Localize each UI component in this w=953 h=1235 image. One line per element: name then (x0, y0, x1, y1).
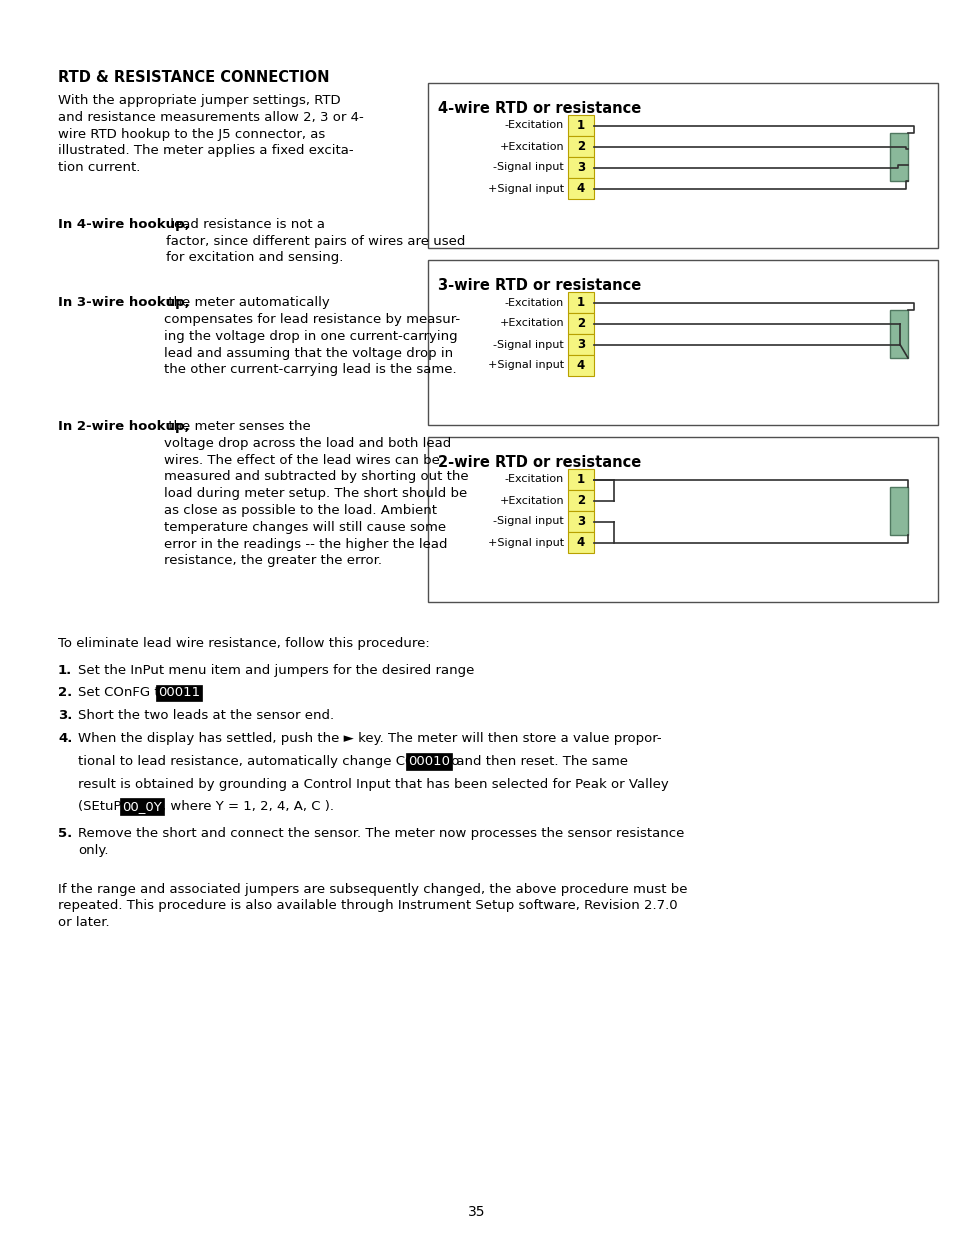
Bar (567, 157, 594, 178)
Bar (889, 133, 907, 182)
Bar (567, 291, 594, 312)
Text: 00010: 00010 (408, 755, 450, 768)
Text: 3: 3 (577, 161, 584, 174)
Text: lead resistance is not a
factor, since different pairs of wires are used
for exc: lead resistance is not a factor, since d… (166, 217, 465, 264)
Text: In 3-wire hookup,: In 3-wire hookup, (58, 296, 190, 309)
Bar (889, 487, 907, 535)
Text: 2.: 2. (58, 687, 72, 699)
Text: 2: 2 (577, 317, 584, 330)
Text: 2: 2 (577, 140, 584, 153)
Bar (428, 261, 937, 425)
Text: , where Y = 1, 2, 4, A, C ).: , where Y = 1, 2, 4, A, C ). (162, 800, 334, 814)
Text: -Signal input: -Signal input (493, 340, 563, 350)
Text: result is obtained by grounding a Control Input that has been selected for Peak : result is obtained by grounding a Contro… (78, 778, 668, 790)
Bar (567, 333, 594, 354)
Text: 3-wire RTD or resistance: 3-wire RTD or resistance (437, 278, 640, 293)
Text: -Excitation: -Excitation (504, 121, 563, 131)
Bar (428, 83, 937, 248)
Text: +Excitation: +Excitation (498, 319, 563, 329)
Text: -Excitation: -Excitation (504, 474, 563, 484)
Bar (428, 437, 937, 601)
Text: +Excitation: +Excitation (498, 495, 563, 505)
Text: With the appropriate jumper settings, RTD
and resistance measurements allow 2, 3: With the appropriate jumper settings, RT… (58, 94, 363, 174)
Text: In 2-wire hookup,: In 2-wire hookup, (58, 420, 190, 433)
Bar (567, 511, 594, 532)
Text: RTD & RESISTANCE CONNECTION: RTD & RESISTANCE CONNECTION (58, 70, 329, 85)
Text: .: . (198, 687, 202, 699)
Text: To eliminate lead wire resistance, follow this procedure:: To eliminate lead wire resistance, follo… (58, 637, 429, 650)
Bar (567, 490, 594, 511)
Text: tional to lead resistance, automatically change COnFG to: tional to lead resistance, automatically… (78, 755, 463, 768)
Bar (567, 178, 594, 199)
Text: 2: 2 (577, 494, 584, 508)
Text: 4: 4 (577, 182, 584, 195)
Bar (567, 115, 594, 136)
Text: If the range and associated jumpers are subsequently changed, the above procedur: If the range and associated jumpers are … (58, 883, 687, 929)
Text: 2-wire RTD or resistance: 2-wire RTD or resistance (437, 454, 640, 471)
Text: 4.: 4. (58, 732, 72, 745)
Bar (567, 354, 594, 375)
Bar (889, 310, 907, 358)
Text: the meter automatically
compensates for lead resistance by measur-
ing the volta: the meter automatically compensates for … (164, 296, 459, 377)
Text: the meter senses the
voltage drop across the load and both lead
wires. The effec: the meter senses the voltage drop across… (164, 420, 468, 567)
Text: -Signal input: -Signal input (493, 516, 563, 526)
Text: 1: 1 (577, 473, 584, 487)
Text: Set COnFG to: Set COnFG to (78, 687, 172, 699)
Bar (567, 469, 594, 490)
Text: 35: 35 (468, 1205, 485, 1219)
Text: 4: 4 (577, 359, 584, 372)
Text: 1.: 1. (58, 663, 72, 677)
Text: 1: 1 (577, 296, 584, 309)
Text: Set the InPut menu item and jumpers for the desired range: Set the InPut menu item and jumpers for … (78, 663, 474, 677)
Text: 3: 3 (577, 515, 584, 529)
Text: +Signal input: +Signal input (487, 537, 563, 547)
Text: , and then reset. The same: , and then reset. The same (448, 755, 627, 768)
Text: Remove the short and connect the sensor. The meter now processes the sensor resi: Remove the short and connect the sensor.… (78, 827, 683, 857)
Bar (567, 312, 594, 333)
Text: 00_0Y: 00_0Y (122, 800, 162, 814)
Text: -Excitation: -Excitation (504, 298, 563, 308)
Bar (567, 532, 594, 553)
Text: +Signal input: +Signal input (487, 361, 563, 370)
Text: 1: 1 (577, 119, 584, 132)
Text: (SEtuP: (SEtuP (78, 800, 126, 814)
Bar (567, 136, 594, 157)
Text: 4-wire RTD or resistance: 4-wire RTD or resistance (437, 101, 640, 116)
Text: In 4-wire hookup,: In 4-wire hookup, (58, 217, 190, 231)
Text: 3.: 3. (58, 709, 72, 722)
Text: 5.: 5. (58, 827, 72, 840)
Text: 3: 3 (577, 338, 584, 351)
Text: +Excitation: +Excitation (498, 142, 563, 152)
Text: -Signal input: -Signal input (493, 163, 563, 173)
Text: 00011: 00011 (158, 687, 200, 699)
Text: +Signal input: +Signal input (487, 184, 563, 194)
Text: When the display has settled, push the ► key. The meter will then store a value : When the display has settled, push the ►… (78, 732, 661, 745)
Text: Short the two leads at the sensor end.: Short the two leads at the sensor end. (78, 709, 334, 722)
Text: 4: 4 (577, 536, 584, 550)
